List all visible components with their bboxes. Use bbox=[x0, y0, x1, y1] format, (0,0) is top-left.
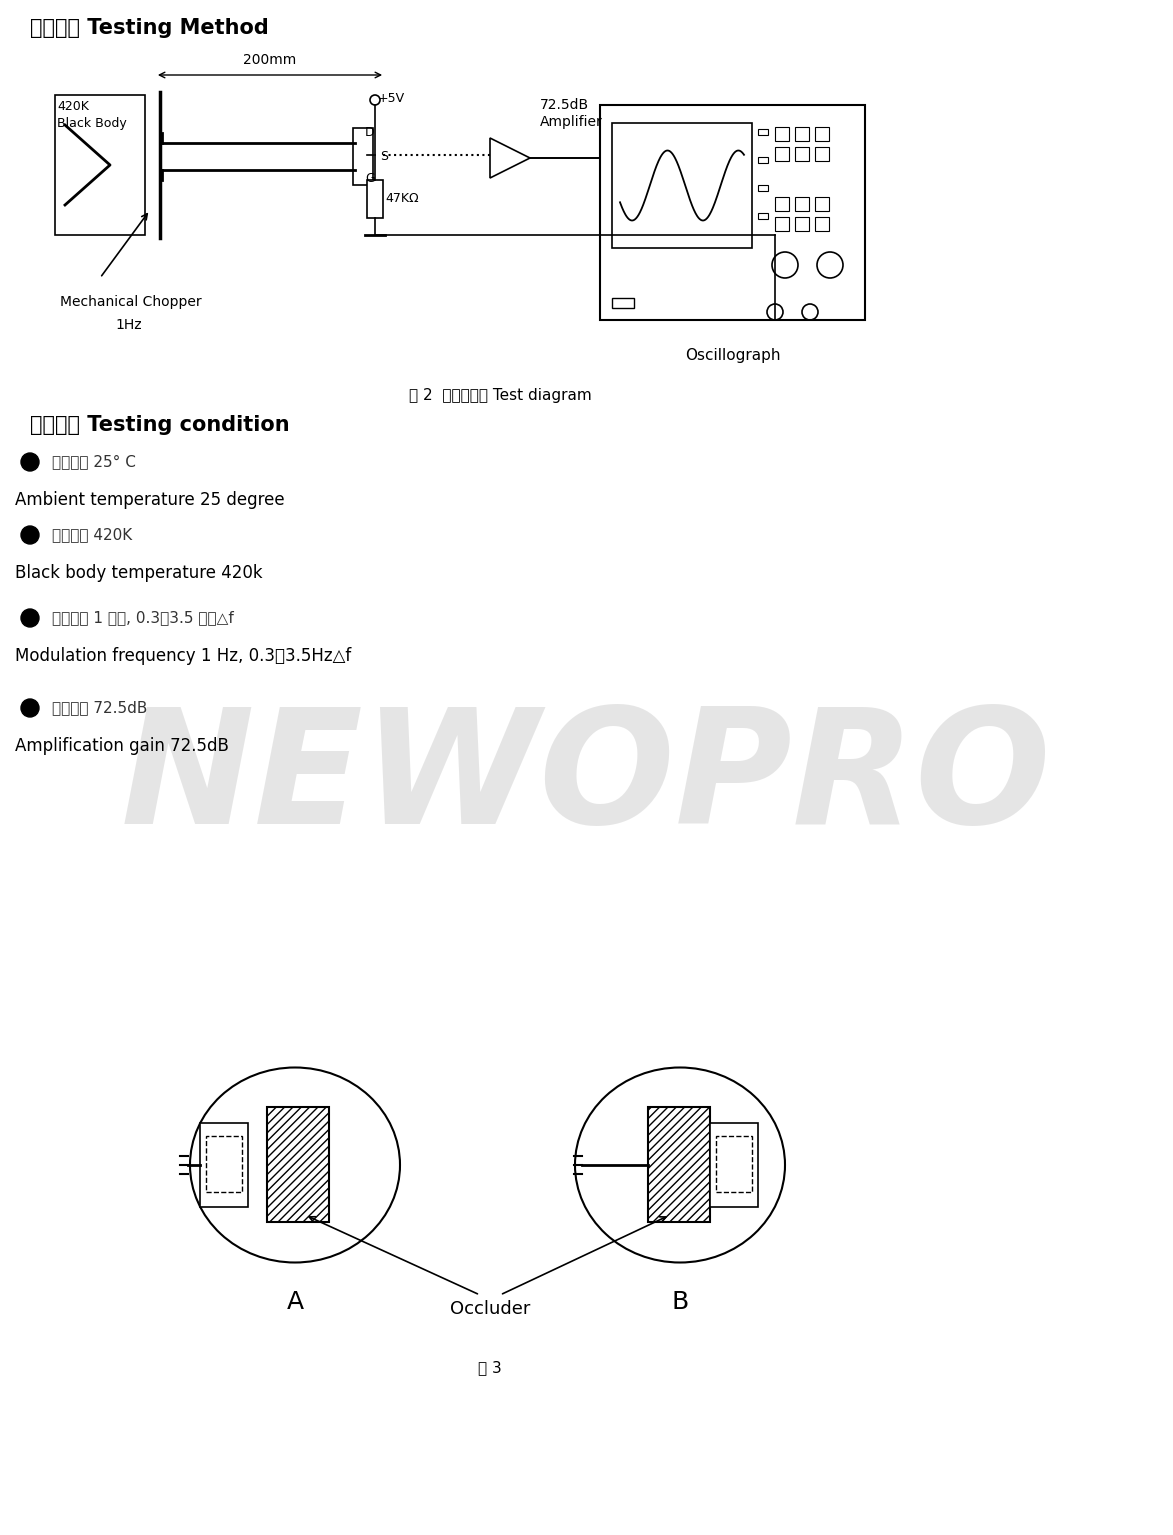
Bar bbox=[201, 1124, 248, 1207]
Bar bbox=[710, 1124, 758, 1207]
Bar bbox=[815, 196, 829, 210]
Text: 环境温度 25° C: 环境温度 25° C bbox=[52, 454, 136, 470]
Bar bbox=[612, 123, 752, 249]
Text: +5V: +5V bbox=[378, 92, 405, 104]
Text: Black Body: Black Body bbox=[57, 117, 127, 130]
Text: 图 2  测试示意图 Test diagram: 图 2 测试示意图 Test diagram bbox=[408, 388, 591, 404]
Circle shape bbox=[21, 453, 39, 471]
Circle shape bbox=[21, 609, 39, 626]
Text: 测试条件 Testing condition: 测试条件 Testing condition bbox=[30, 414, 290, 434]
Text: Modulation frequency 1 Hz, 0.3～3.5Hz△f: Modulation frequency 1 Hz, 0.3～3.5Hz△f bbox=[15, 646, 351, 665]
Text: 放大增益 72.5dB: 放大增益 72.5dB bbox=[52, 700, 148, 715]
Text: A: A bbox=[286, 1289, 304, 1314]
Text: Oscillograph: Oscillograph bbox=[685, 348, 780, 362]
Bar bbox=[795, 127, 809, 141]
Bar bbox=[601, 104, 865, 319]
Text: 1Hz: 1Hz bbox=[115, 318, 142, 332]
Text: 420K: 420K bbox=[57, 100, 89, 114]
Circle shape bbox=[21, 527, 39, 543]
Text: 黑体温度 420K: 黑体温度 420K bbox=[52, 528, 133, 542]
Bar bbox=[815, 147, 829, 161]
Bar bbox=[55, 95, 145, 235]
Bar bbox=[758, 186, 768, 190]
Text: Mechanical Chopper: Mechanical Chopper bbox=[60, 295, 202, 309]
Text: G: G bbox=[365, 172, 374, 184]
Bar bbox=[353, 127, 373, 186]
Text: 200mm: 200mm bbox=[243, 54, 297, 68]
Bar bbox=[716, 1136, 752, 1193]
Bar bbox=[775, 127, 789, 141]
Bar bbox=[367, 180, 384, 218]
Text: 图 3: 图 3 bbox=[479, 1360, 502, 1375]
Bar bbox=[775, 216, 789, 230]
Bar bbox=[795, 147, 809, 161]
Bar bbox=[815, 127, 829, 141]
Text: Amplification gain 72.5dB: Amplification gain 72.5dB bbox=[15, 737, 229, 755]
Bar bbox=[758, 129, 768, 135]
Text: 72.5dB: 72.5dB bbox=[540, 98, 589, 112]
Bar bbox=[612, 298, 633, 309]
Bar bbox=[775, 147, 789, 161]
Bar bbox=[795, 216, 809, 230]
Bar bbox=[795, 196, 809, 210]
Text: S: S bbox=[380, 150, 388, 164]
Bar bbox=[647, 1107, 710, 1222]
Bar bbox=[815, 216, 829, 230]
Bar bbox=[267, 1107, 328, 1222]
Bar bbox=[775, 196, 789, 210]
Text: D: D bbox=[365, 126, 374, 140]
Text: Ambient temperature 25 degree: Ambient temperature 25 degree bbox=[15, 491, 285, 510]
Text: Amplifier: Amplifier bbox=[540, 115, 603, 129]
Text: 调制频率 1 赫兹, 0.3～3.5 赫兹△f: 调制频率 1 赫兹, 0.3～3.5 赫兹△f bbox=[52, 611, 233, 625]
Text: 测试方法 Testing Method: 测试方法 Testing Method bbox=[30, 18, 269, 38]
Text: Black body temperature 420k: Black body temperature 420k bbox=[15, 563, 263, 582]
Circle shape bbox=[21, 698, 39, 717]
Bar bbox=[758, 213, 768, 220]
Text: NEWOPRO: NEWOPRO bbox=[121, 703, 1051, 858]
Text: Occluder: Occluder bbox=[449, 1300, 530, 1319]
Bar bbox=[206, 1136, 242, 1193]
Bar bbox=[758, 157, 768, 163]
Text: B: B bbox=[671, 1289, 689, 1314]
Text: 47KΩ: 47KΩ bbox=[385, 192, 419, 206]
